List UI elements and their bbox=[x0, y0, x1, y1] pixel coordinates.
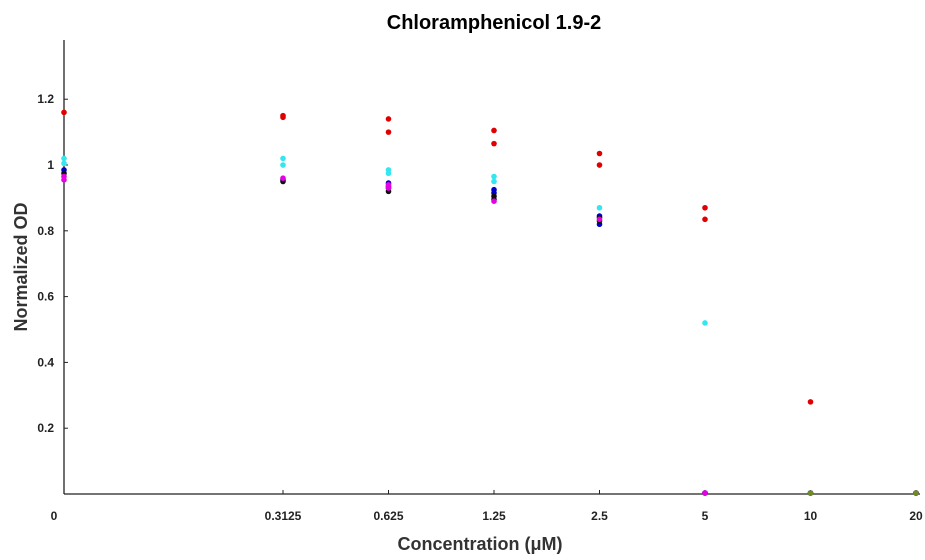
data-point bbox=[61, 177, 67, 183]
chart-title: Chloramphenicol 1.9-2 bbox=[387, 12, 602, 34]
data-point bbox=[596, 162, 603, 168]
data-point bbox=[61, 160, 67, 167]
data-point bbox=[913, 490, 919, 496]
x-tick-label: 0.3125 bbox=[265, 509, 302, 523]
data-point bbox=[491, 198, 497, 205]
data-point bbox=[596, 216, 603, 223]
data-point bbox=[702, 320, 708, 326]
x-tick-label: 1.25 bbox=[482, 509, 506, 523]
data-point bbox=[491, 140, 497, 147]
data-point bbox=[280, 175, 286, 181]
data-point bbox=[491, 173, 497, 180]
data-point bbox=[702, 204, 708, 211]
y-tick-label: 1.2 bbox=[37, 92, 54, 106]
x-tick-label: 0.625 bbox=[373, 509, 403, 523]
data-point bbox=[280, 114, 286, 121]
data-point bbox=[385, 170, 392, 177]
data-point bbox=[596, 150, 603, 157]
data-points bbox=[61, 109, 919, 496]
y-tick-label: 1 bbox=[47, 158, 54, 172]
x-axis-ticks: 0 0.3125 0.625 1.25 2.5 5 10 20 bbox=[51, 490, 923, 523]
data-point bbox=[385, 185, 392, 191]
y-axis-label: Normalized OD bbox=[11, 202, 31, 331]
x-tick-label: 0 bbox=[51, 509, 58, 523]
data-point bbox=[491, 127, 497, 134]
x-tick-label: 5 bbox=[702, 509, 709, 523]
data-point bbox=[385, 116, 392, 122]
x-tick-label: 2.5 bbox=[591, 509, 608, 523]
data-point bbox=[702, 490, 708, 496]
data-point bbox=[61, 155, 67, 162]
data-point bbox=[491, 178, 497, 185]
y-tick-label: 0.2 bbox=[37, 421, 54, 435]
x-tick-label: 20 bbox=[909, 509, 923, 523]
data-point bbox=[61, 109, 67, 116]
data-point bbox=[596, 204, 603, 211]
y-tick-label: 0.6 bbox=[37, 290, 54, 304]
data-point bbox=[280, 155, 286, 162]
x-tick-label: 10 bbox=[804, 509, 818, 523]
data-point bbox=[702, 216, 708, 223]
data-point bbox=[807, 490, 814, 496]
y-tick-label: 0.4 bbox=[37, 355, 54, 369]
y-tick-label: 0.8 bbox=[37, 224, 54, 238]
data-point bbox=[280, 162, 286, 168]
y-axis-ticks: 0.2 0.4 0.6 0.8 1 1.2 bbox=[37, 92, 68, 435]
x-axis-label: Concentration (μM) bbox=[398, 534, 563, 554]
data-point bbox=[385, 129, 392, 135]
data-point bbox=[807, 399, 814, 405]
